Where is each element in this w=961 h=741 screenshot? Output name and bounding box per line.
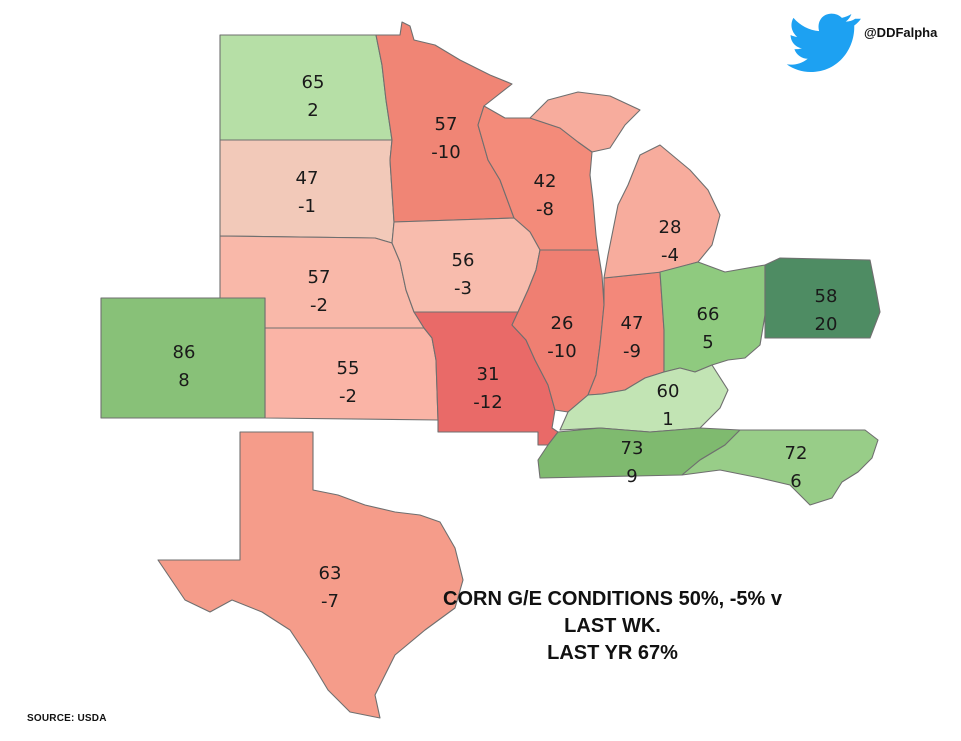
state-ne-change: -2 [310,295,328,316]
twitter-bird-shape [786,13,861,72]
state-ia-pct: 56 [452,250,475,271]
state-mn-pct: 57 [435,114,458,135]
state-ky-pct: 60 [657,381,680,402]
state-nc-pct: 72 [785,443,808,464]
state-tn-change: 9 [626,466,637,487]
state-pa [764,257,881,339]
twitter-handle[interactable]: @DDFalpha [864,25,938,40]
state-mn-change: -10 [431,142,460,163]
state-nd-change: 2 [307,100,318,121]
state-pa-pct: 58 [815,286,838,307]
state-mi-pct: 28 [659,217,682,238]
headline-line-2: LAST YR 67% [547,642,678,664]
state-co-pct: 86 [173,342,196,363]
source-credit: SOURCE: USDA [27,713,107,724]
state-sd [219,139,395,244]
state-tx-change: -7 [321,591,339,612]
state-oh-pct: 66 [697,304,720,325]
state-mi [529,91,721,279]
state-ky-change: 1 [662,409,673,430]
state-ks-pct: 55 [337,358,360,379]
state-co-change: 8 [178,370,189,391]
state-pa-change: 20 [815,314,838,335]
state-in-pct: 47 [621,313,644,334]
state-sd-pct: 47 [296,168,319,189]
state-sd-change: -1 [298,196,316,217]
state-tx-pct: 63 [319,563,342,584]
state-il-pct: 26 [551,313,574,334]
state-nd-pct: 65 [302,72,325,93]
state-wi-pct: 42 [534,171,557,192]
state-mi-change: -4 [661,245,679,266]
state-il [511,249,605,413]
state-oh-change: 5 [702,332,713,353]
state-nc [681,429,879,506]
state-tn-pct: 73 [621,438,644,459]
state-il-change: -10 [547,341,576,362]
state-ne-pct: 57 [308,267,331,288]
state-ks-change: -2 [339,386,357,407]
state-ia-change: -3 [454,278,472,299]
headline-line-1: CORN G/E CONDITIONS 50%, -5% v LAST WK. [443,588,782,637]
state-in-change: -9 [623,341,641,362]
headline: CORN G/E CONDITIONS 50%, -5% v LAST WK. … [440,586,785,667]
state-co [100,297,266,419]
state-mo-change: -12 [473,392,502,413]
state-wi-change: -8 [536,199,554,220]
state-mo-pct: 31 [477,364,500,385]
state-tx [157,431,464,719]
state-nc-change: 6 [790,471,801,492]
